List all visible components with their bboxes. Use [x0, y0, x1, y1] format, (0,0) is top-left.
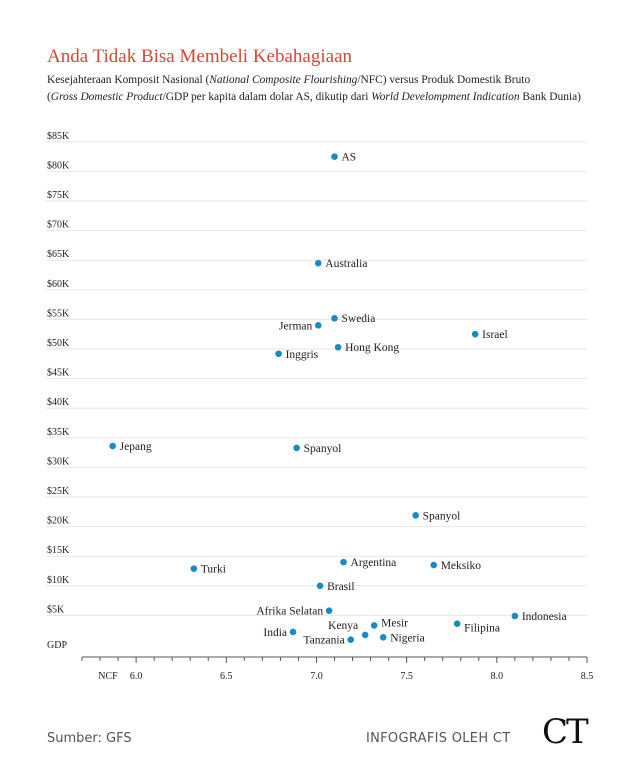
data-point: [379, 634, 387, 641]
data-point: [370, 622, 378, 629]
data-point: [453, 620, 461, 627]
y-tick-label: $25K: [47, 486, 70, 497]
data-point-label: Israel: [482, 329, 508, 341]
chart-title: Anda Tidak Bisa Membeli Kebahagiaan: [47, 46, 353, 67]
data-point: [314, 259, 322, 267]
data-point-label: Jepang: [120, 441, 152, 453]
scatter-chart: $5K $10K $15K $20K $25K $30K $35K $40K $45K $50K $…: [46, 131, 593, 682]
data-point-label: AS: [342, 152, 357, 164]
data-point-label: Spanyol: [423, 510, 461, 522]
point-layer: AS Australia Swedia Jerman Israel Hong Kong In…: [109, 152, 567, 647]
data-point-label: Swedia: [342, 313, 376, 325]
y-tick-label: $40K: [47, 397, 70, 408]
data-point: [412, 512, 419, 519]
chart-subtitle: Kesejahteraan Komposit Nasional (Nationa…: [47, 72, 617, 106]
y-tick-label: $80K: [47, 160, 70, 171]
source-note: Sumber: GFS: [47, 731, 132, 746]
data-point-label: Tanzania: [303, 635, 344, 647]
subtitle-italic: National Composite Flourishing: [209, 74, 358, 86]
data-point-label: Inggris: [286, 349, 319, 361]
axis-layer: $5K $10K $15K $20K $25K $30K $35K $40K $45K $50K $…: [47, 131, 593, 682]
y-tick-label: $10K: [47, 575, 70, 586]
data-point-label: Afrika Selatan: [256, 606, 323, 618]
x-axis-label: NCF: [98, 671, 118, 682]
y-tick-label: $60K: [47, 279, 70, 290]
grid-layer: [46, 141, 587, 616]
x-tick-label: 6.5: [220, 671, 233, 682]
data-point-label: Brasil: [327, 581, 354, 593]
x-tick-label: 8.0: [491, 671, 504, 682]
data-point-label: India: [263, 627, 287, 639]
data-point-label: Kenya: [328, 620, 358, 632]
data-point: [347, 636, 355, 643]
data-point: [361, 631, 369, 639]
data-point-label: Argentina: [351, 557, 397, 569]
y-tick-label: $55K: [47, 308, 70, 319]
data-point-label: Nigeria: [390, 632, 424, 644]
data-point-label: Jerman: [279, 320, 312, 332]
y-tick-label: $20K: [47, 516, 70, 527]
subtitle-part: (: [47, 91, 51, 103]
data-point-label: Mesir: [381, 617, 408, 629]
data-point: [331, 314, 338, 322]
y-tick-label: $75K: [47, 190, 70, 201]
x-tick-label: 8.5: [581, 671, 594, 682]
data-point: [471, 330, 479, 338]
data-point: [331, 153, 338, 160]
y-tick-label: $15K: [47, 545, 70, 556]
credit-note: INFOGRAFIS OLEH CT: [366, 731, 511, 746]
subtitle-part: Kesejahteraan Komposit Nasional (: [47, 74, 210, 86]
y-axis-label: GDP: [47, 640, 67, 651]
y-tick-label: $85K: [47, 131, 70, 142]
subtitle-italic: World Develompment Indication: [371, 91, 520, 103]
ct-logo: CT: [542, 712, 589, 752]
data-point-label: Turki: [201, 564, 226, 576]
data-point: [314, 322, 322, 329]
x-tick-label: 6.0: [130, 671, 143, 682]
y-tick-label: $30K: [47, 456, 70, 467]
data-point: [511, 612, 519, 620]
data-point: [109, 442, 116, 450]
subtitle-italic: Gross Domestic Product: [50, 91, 163, 103]
y-tick-label: $35K: [47, 427, 70, 438]
data-point-label: Filipina: [464, 623, 500, 635]
subtitle-part: Bank Dunia): [519, 91, 581, 103]
data-point: [325, 607, 333, 614]
y-tick-label: $5K: [47, 604, 65, 615]
y-tick-label: $45K: [47, 368, 70, 379]
data-point-label: Hong Kong: [345, 342, 399, 354]
x-tick-label: 7.5: [400, 671, 413, 682]
x-tick-label: 7.0: [310, 671, 323, 682]
data-point-label: Australia: [325, 258, 367, 270]
subtitle-part: /NFC) versus Produk Domestik Bruto: [357, 74, 531, 86]
data-point: [289, 628, 297, 636]
y-tick-label: $50K: [47, 338, 70, 349]
data-point: [316, 582, 324, 590]
data-point: [430, 561, 437, 569]
y-tick-label: $65K: [47, 249, 70, 260]
data-point-label: Spanyol: [304, 443, 342, 455]
subtitle-part: /GDP per kapita dalam dolar AS, dikutip …: [162, 91, 372, 103]
data-point-label: Indonesia: [522, 611, 567, 623]
data-point: [340, 558, 347, 566]
data-point: [293, 444, 300, 452]
data-point: [190, 565, 198, 572]
data-point: [275, 350, 282, 358]
y-tick-label: $70K: [47, 220, 70, 231]
data-point: [334, 343, 342, 351]
data-point-label: Meksiko: [441, 560, 482, 572]
